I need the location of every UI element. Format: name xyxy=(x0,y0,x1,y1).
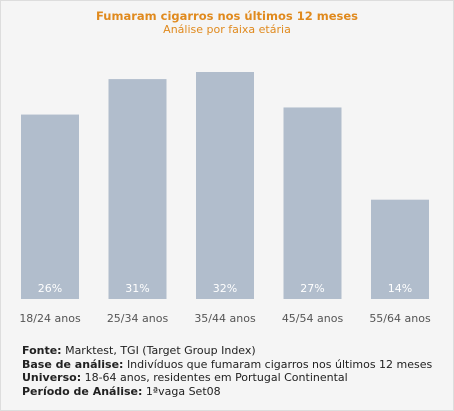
bar xyxy=(283,107,342,299)
bar-value-label: 14% xyxy=(388,282,412,295)
note-source-value: Marktest, TGI (Target Group Index) xyxy=(65,344,256,357)
note-base-label: Base de análise: xyxy=(22,357,124,371)
x-tick-label: 45/54 anos xyxy=(282,312,344,325)
note-source-label: Fonte: xyxy=(22,344,62,357)
note-period-value: 1ªvaga Set08 xyxy=(145,384,221,398)
note-period-label: Período de Análise: xyxy=(22,384,143,398)
chart-subtitle: Análise por faixa etária xyxy=(163,23,291,36)
note-universe-value: 18-64 anos, residentes em Portugal Conti… xyxy=(84,371,348,384)
bar xyxy=(21,114,79,299)
chart-title: Fumaram cigarros nos últimos 12 meses xyxy=(96,9,358,23)
x-tick-label: 35/44 anos xyxy=(194,312,256,325)
x-tick-label: 18/24 anos xyxy=(19,312,81,325)
bar xyxy=(196,72,254,299)
x-tick-label: 55/64 anos xyxy=(369,312,431,325)
bar-value-label: 26% xyxy=(38,282,62,295)
note-universe-label: Universo: xyxy=(22,371,82,384)
x-tick-label: 25/34 anos xyxy=(107,312,169,325)
bar xyxy=(108,79,167,299)
bar-value-label: 27% xyxy=(300,282,324,295)
note-period: Período de Análise: 1ªvaga Set08 xyxy=(22,385,432,399)
note-base-value: Indivíduos que fumaram cigarros nos últi… xyxy=(126,357,433,371)
bar xyxy=(371,199,429,299)
bar-chart: 26% 18/24 anos 31% 25/34 anos 32% 35/44 anos 2… xyxy=(19,72,431,325)
note-base: Base de análise: Indivíduos que fumaram … xyxy=(22,358,432,372)
bar-value-label: 31% xyxy=(125,282,149,295)
bar-value-label: 32% xyxy=(213,282,237,295)
note-source: Fonte: Marktest, TGI (Target Group Index… xyxy=(22,344,432,358)
chart-notes: Fonte: Marktest, TGI (Target Group Index… xyxy=(22,344,432,398)
note-universe: Universo: 18-64 anos, residentes em Port… xyxy=(22,371,432,385)
